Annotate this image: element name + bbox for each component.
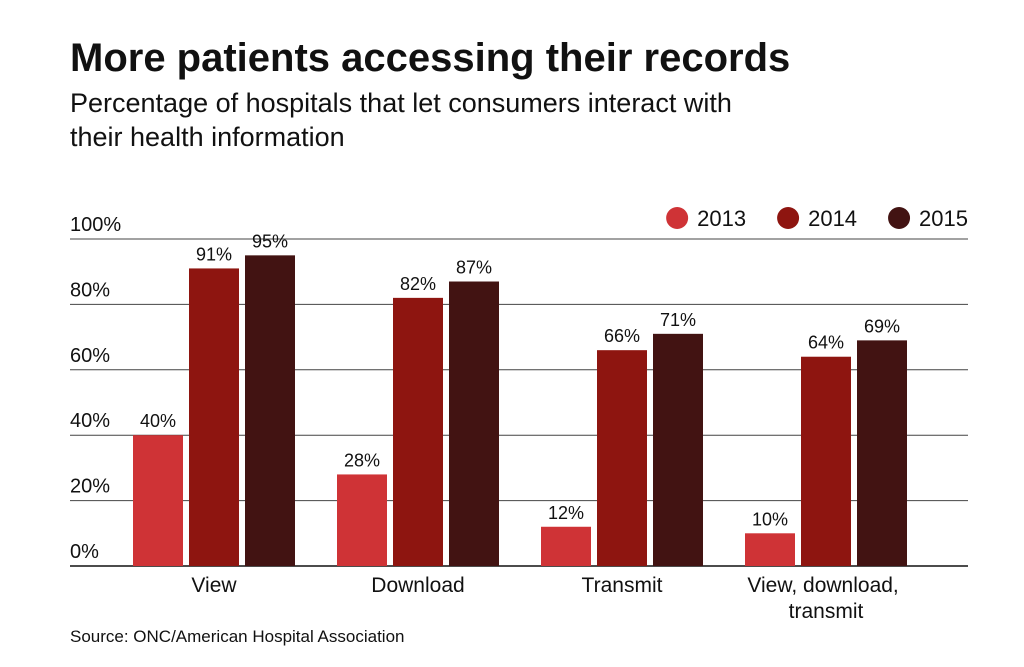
bar (597, 350, 647, 566)
value-label: 12% (548, 503, 584, 523)
bar (337, 474, 387, 566)
chart-title: More patients accessing their records (70, 36, 790, 80)
bar (245, 255, 295, 566)
x-tick-label: Transmit (582, 574, 663, 597)
bar (393, 297, 443, 566)
value-label: 87% (456, 258, 492, 278)
bar (801, 356, 851, 566)
y-tick-label: 100% (70, 214, 121, 236)
chart-subtitle: Percentage of hospitals that let consume… (70, 88, 739, 152)
bar (449, 281, 499, 566)
legend-swatch (777, 207, 800, 229)
legend-label: 2013 (697, 206, 746, 231)
y-tick-label: 20% (70, 476, 110, 498)
value-label: 95% (252, 231, 288, 251)
y-tick-label: 60% (70, 345, 110, 367)
bar (857, 340, 907, 566)
legend-label: 2014 (808, 206, 857, 231)
bar (189, 268, 239, 566)
legend-swatch (888, 207, 911, 229)
x-tick-label: View (191, 574, 237, 597)
value-label: 69% (864, 316, 900, 336)
value-label: 71% (660, 310, 696, 330)
value-label: 40% (140, 411, 176, 431)
value-label: 82% (400, 274, 436, 294)
legend-swatch (666, 207, 689, 229)
value-label: 66% (604, 326, 640, 346)
source: Source: ONC/American Hospital Associatio… (70, 627, 404, 646)
x-tick-label: Download (371, 574, 464, 597)
value-label: 10% (752, 509, 788, 529)
value-label: 28% (344, 450, 380, 470)
y-tick-label: 0% (70, 541, 99, 563)
x-tick-label: View, download, transmit (747, 574, 904, 623)
bar (653, 333, 703, 566)
bar (133, 435, 183, 566)
value-label: 91% (196, 244, 232, 264)
bar (745, 533, 795, 566)
value-label: 64% (808, 333, 844, 353)
bar (541, 526, 591, 566)
y-tick-label: 40% (70, 410, 110, 432)
y-tick-label: 80% (70, 279, 110, 301)
legend-label: 2015 (919, 206, 968, 231)
